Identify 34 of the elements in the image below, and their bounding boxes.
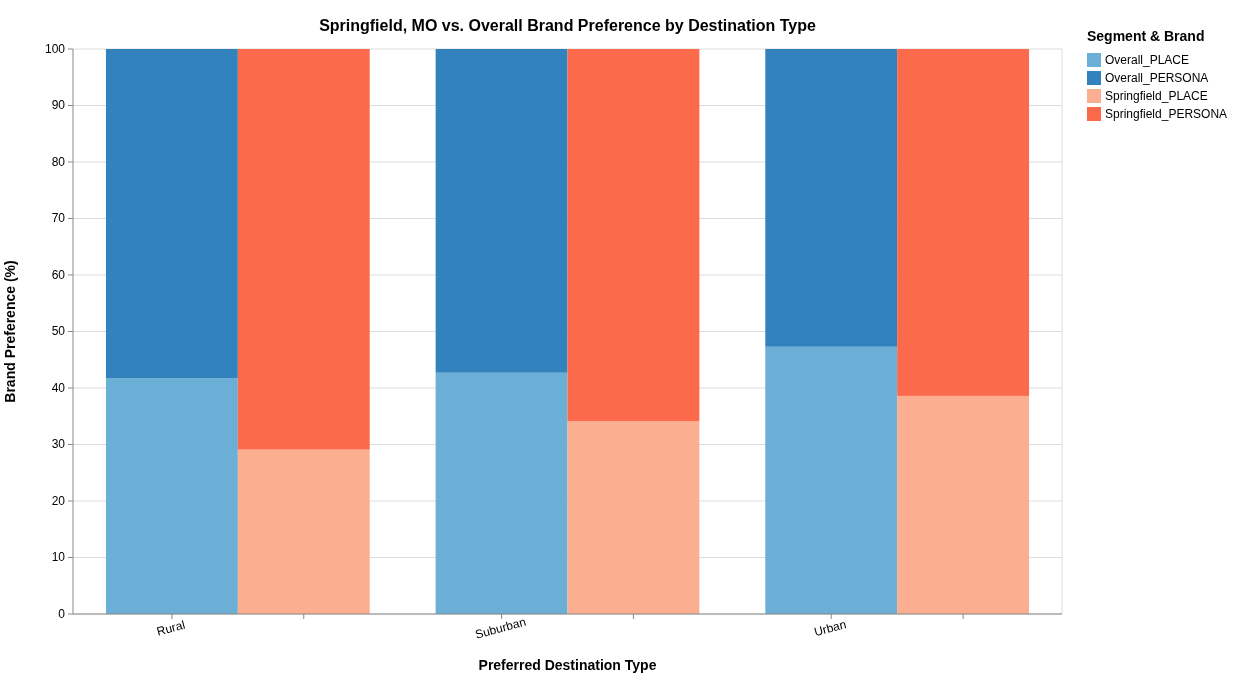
bar — [237, 449, 370, 614]
bar — [765, 49, 898, 347]
y-tick-label: 0 — [58, 606, 66, 621]
x-tick-label: Urban — [812, 617, 848, 640]
y-tick-label: 60 — [51, 267, 66, 282]
y-tick-label: 40 — [51, 380, 66, 395]
legend-label: Springfield_PERSONA — [1105, 107, 1228, 121]
y-tick-label: 80 — [51, 154, 66, 169]
legend-label: Overall_PERSONA — [1105, 71, 1209, 85]
bar — [237, 49, 370, 450]
bar — [105, 49, 238, 379]
legend-title: Segment & Brand — [1087, 28, 1205, 44]
chart-title: Springfield, MO vs. Overall Brand Preference by Destination Type — [319, 17, 816, 34]
y-tick-label: 30 — [51, 437, 66, 452]
bar — [435, 49, 568, 373]
bar — [567, 421, 700, 614]
y-tick-label: 100 — [44, 41, 66, 56]
bar — [435, 372, 568, 614]
legend-label: Overall_PLACE — [1105, 53, 1190, 67]
y-tick-label: 50 — [51, 324, 66, 339]
bar — [105, 378, 238, 614]
bar — [897, 49, 1030, 396]
x-tick-label: Suburban — [473, 614, 528, 642]
y-axis-title: Brand Preference (%) — [2, 260, 18, 403]
y-tick-label: 90 — [51, 98, 66, 113]
y-tick-label: 10 — [51, 550, 66, 565]
bar — [897, 395, 1030, 614]
x-axis-title: Preferred Destination Type — [478, 657, 657, 673]
x-tick-label: Rural — [155, 617, 187, 639]
y-tick-label: 70 — [51, 211, 66, 226]
bar — [567, 49, 700, 422]
bar — [765, 346, 898, 614]
legend-label: Springfield_PLACE — [1105, 89, 1208, 103]
y-tick-label: 20 — [51, 493, 66, 508]
